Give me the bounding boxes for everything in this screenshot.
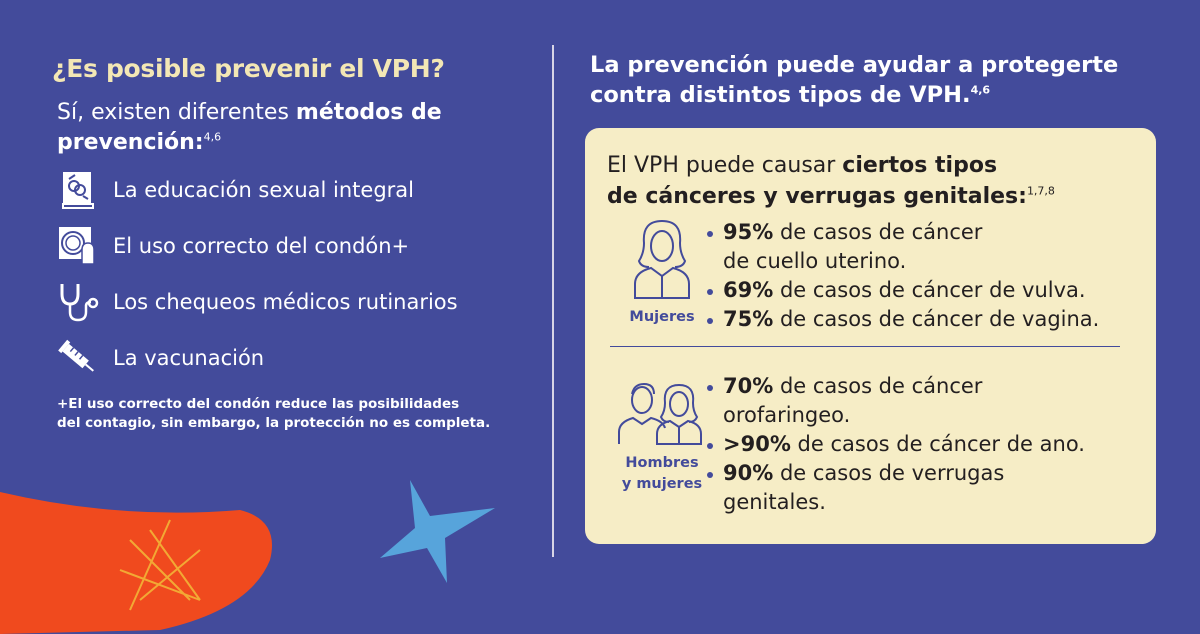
condom-icon — [55, 224, 101, 268]
method-label: Los chequeos médicos rutinarios — [113, 290, 458, 314]
column-divider — [552, 45, 554, 557]
card-title: El VPH puede causar ciertos tipos de cánc… — [607, 153, 1055, 209]
stat-item: 70% de casos de cáncer — [705, 372, 1085, 401]
stethoscope-icon — [55, 280, 101, 324]
question-heading: ¿Es posible prevenir el VPH? — [52, 54, 445, 83]
sex-education-book-icon — [55, 168, 101, 212]
stat-item: 69% de casos de cáncer de vulva. — [705, 276, 1099, 305]
method-item: Los chequeos médicos rutinarios — [55, 280, 458, 324]
stat-item: 95% de casos de cáncer — [705, 218, 1099, 247]
syringe-icon — [55, 336, 101, 380]
men-and-women-group: Hombres y mujeres — [607, 380, 717, 495]
stat-item: 90% de casos de verrugas — [705, 459, 1085, 488]
method-label: La educación sexual integral — [113, 178, 415, 202]
condom-footnote: +El uso correcto del condón reduce las p… — [57, 396, 491, 431]
women-label: Mujeres — [629, 309, 695, 325]
method-item: El uso correcto del condón+ — [55, 224, 409, 268]
method-label: El uso correcto del condón+ — [113, 234, 410, 258]
method-item: La vacunación — [55, 336, 264, 380]
women-group: Mujeres — [607, 218, 717, 328]
method-label: La vacunación — [113, 346, 265, 370]
group-separator — [610, 346, 1120, 347]
stat-item: 75% de casos de cáncer de vagina. — [705, 305, 1099, 334]
men-and-women-stats: 70% de casos de cáncer orofaringeo. >90%… — [705, 372, 1085, 517]
man-and-woman-icon — [618, 382, 702, 445]
stat-item: >90% de casos de cáncer de ano. — [705, 430, 1085, 459]
hpv-info-card: El VPH puede causar ciertos tipos de cánc… — [585, 128, 1156, 544]
blue-star-decoration — [380, 480, 495, 583]
woman-icon — [634, 220, 690, 299]
prevention-heading: La prevención puede ayudar a protegerte c… — [590, 52, 1119, 108]
women-stats: 95% de casos de cáncer de cuello uterino… — [705, 218, 1099, 334]
intro-text: Sí, existen diferentes métodos de preven… — [57, 100, 442, 155]
method-item: La educación sexual integral — [55, 168, 414, 212]
orange-brush-decoration — [0, 492, 272, 634]
